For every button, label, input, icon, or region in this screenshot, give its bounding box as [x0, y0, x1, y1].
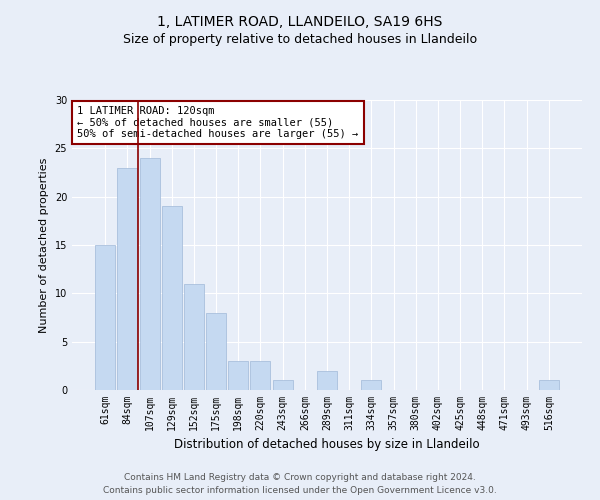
Bar: [361, 380, 382, 390]
X-axis label: Distribution of detached houses by size in Llandeilo: Distribution of detached houses by size …: [174, 438, 480, 452]
Bar: [317, 370, 337, 390]
Bar: [140, 158, 160, 390]
Bar: [272, 380, 293, 390]
Bar: [184, 284, 204, 390]
Bar: [162, 206, 182, 390]
Text: 1, LATIMER ROAD, LLANDEILO, SA19 6HS: 1, LATIMER ROAD, LLANDEILO, SA19 6HS: [157, 15, 443, 29]
Bar: [228, 361, 248, 390]
Bar: [250, 361, 271, 390]
Text: 1 LATIMER ROAD: 120sqm
← 50% of detached houses are smaller (55)
50% of semi-det: 1 LATIMER ROAD: 120sqm ← 50% of detached…: [77, 106, 358, 139]
Bar: [118, 168, 137, 390]
Text: Size of property relative to detached houses in Llandeilo: Size of property relative to detached ho…: [123, 32, 477, 46]
Y-axis label: Number of detached properties: Number of detached properties: [39, 158, 49, 332]
Bar: [539, 380, 559, 390]
Bar: [95, 245, 115, 390]
Bar: [206, 312, 226, 390]
Text: Contains HM Land Registry data © Crown copyright and database right 2024.
Contai: Contains HM Land Registry data © Crown c…: [103, 474, 497, 495]
